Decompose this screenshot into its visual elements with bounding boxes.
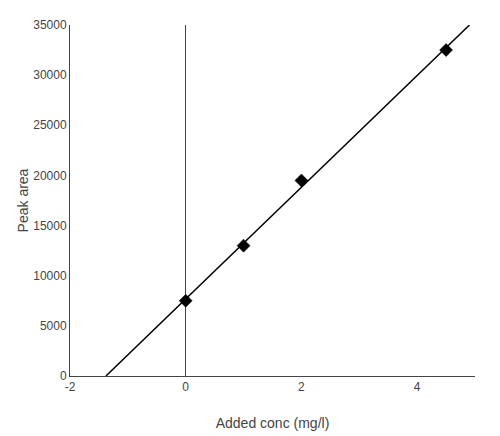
svg-text:35000: 35000	[33, 18, 67, 32]
svg-text:15000: 15000	[33, 219, 67, 233]
svg-text:-2: -2	[65, 380, 76, 394]
svg-text:10000: 10000	[33, 269, 67, 283]
svg-text:25000: 25000	[33, 118, 67, 132]
svg-text:5000: 5000	[40, 319, 67, 333]
svg-text:2: 2	[298, 380, 305, 394]
svg-text:0: 0	[182, 380, 189, 394]
svg-text:4: 4	[414, 380, 421, 394]
svg-text:30000: 30000	[33, 68, 67, 82]
svg-text:0: 0	[60, 369, 67, 383]
svg-text:20000: 20000	[33, 169, 67, 183]
svg-text:Added conc (mg/l): Added conc (mg/l)	[216, 415, 330, 431]
svg-text:Peak area: Peak area	[15, 168, 31, 232]
